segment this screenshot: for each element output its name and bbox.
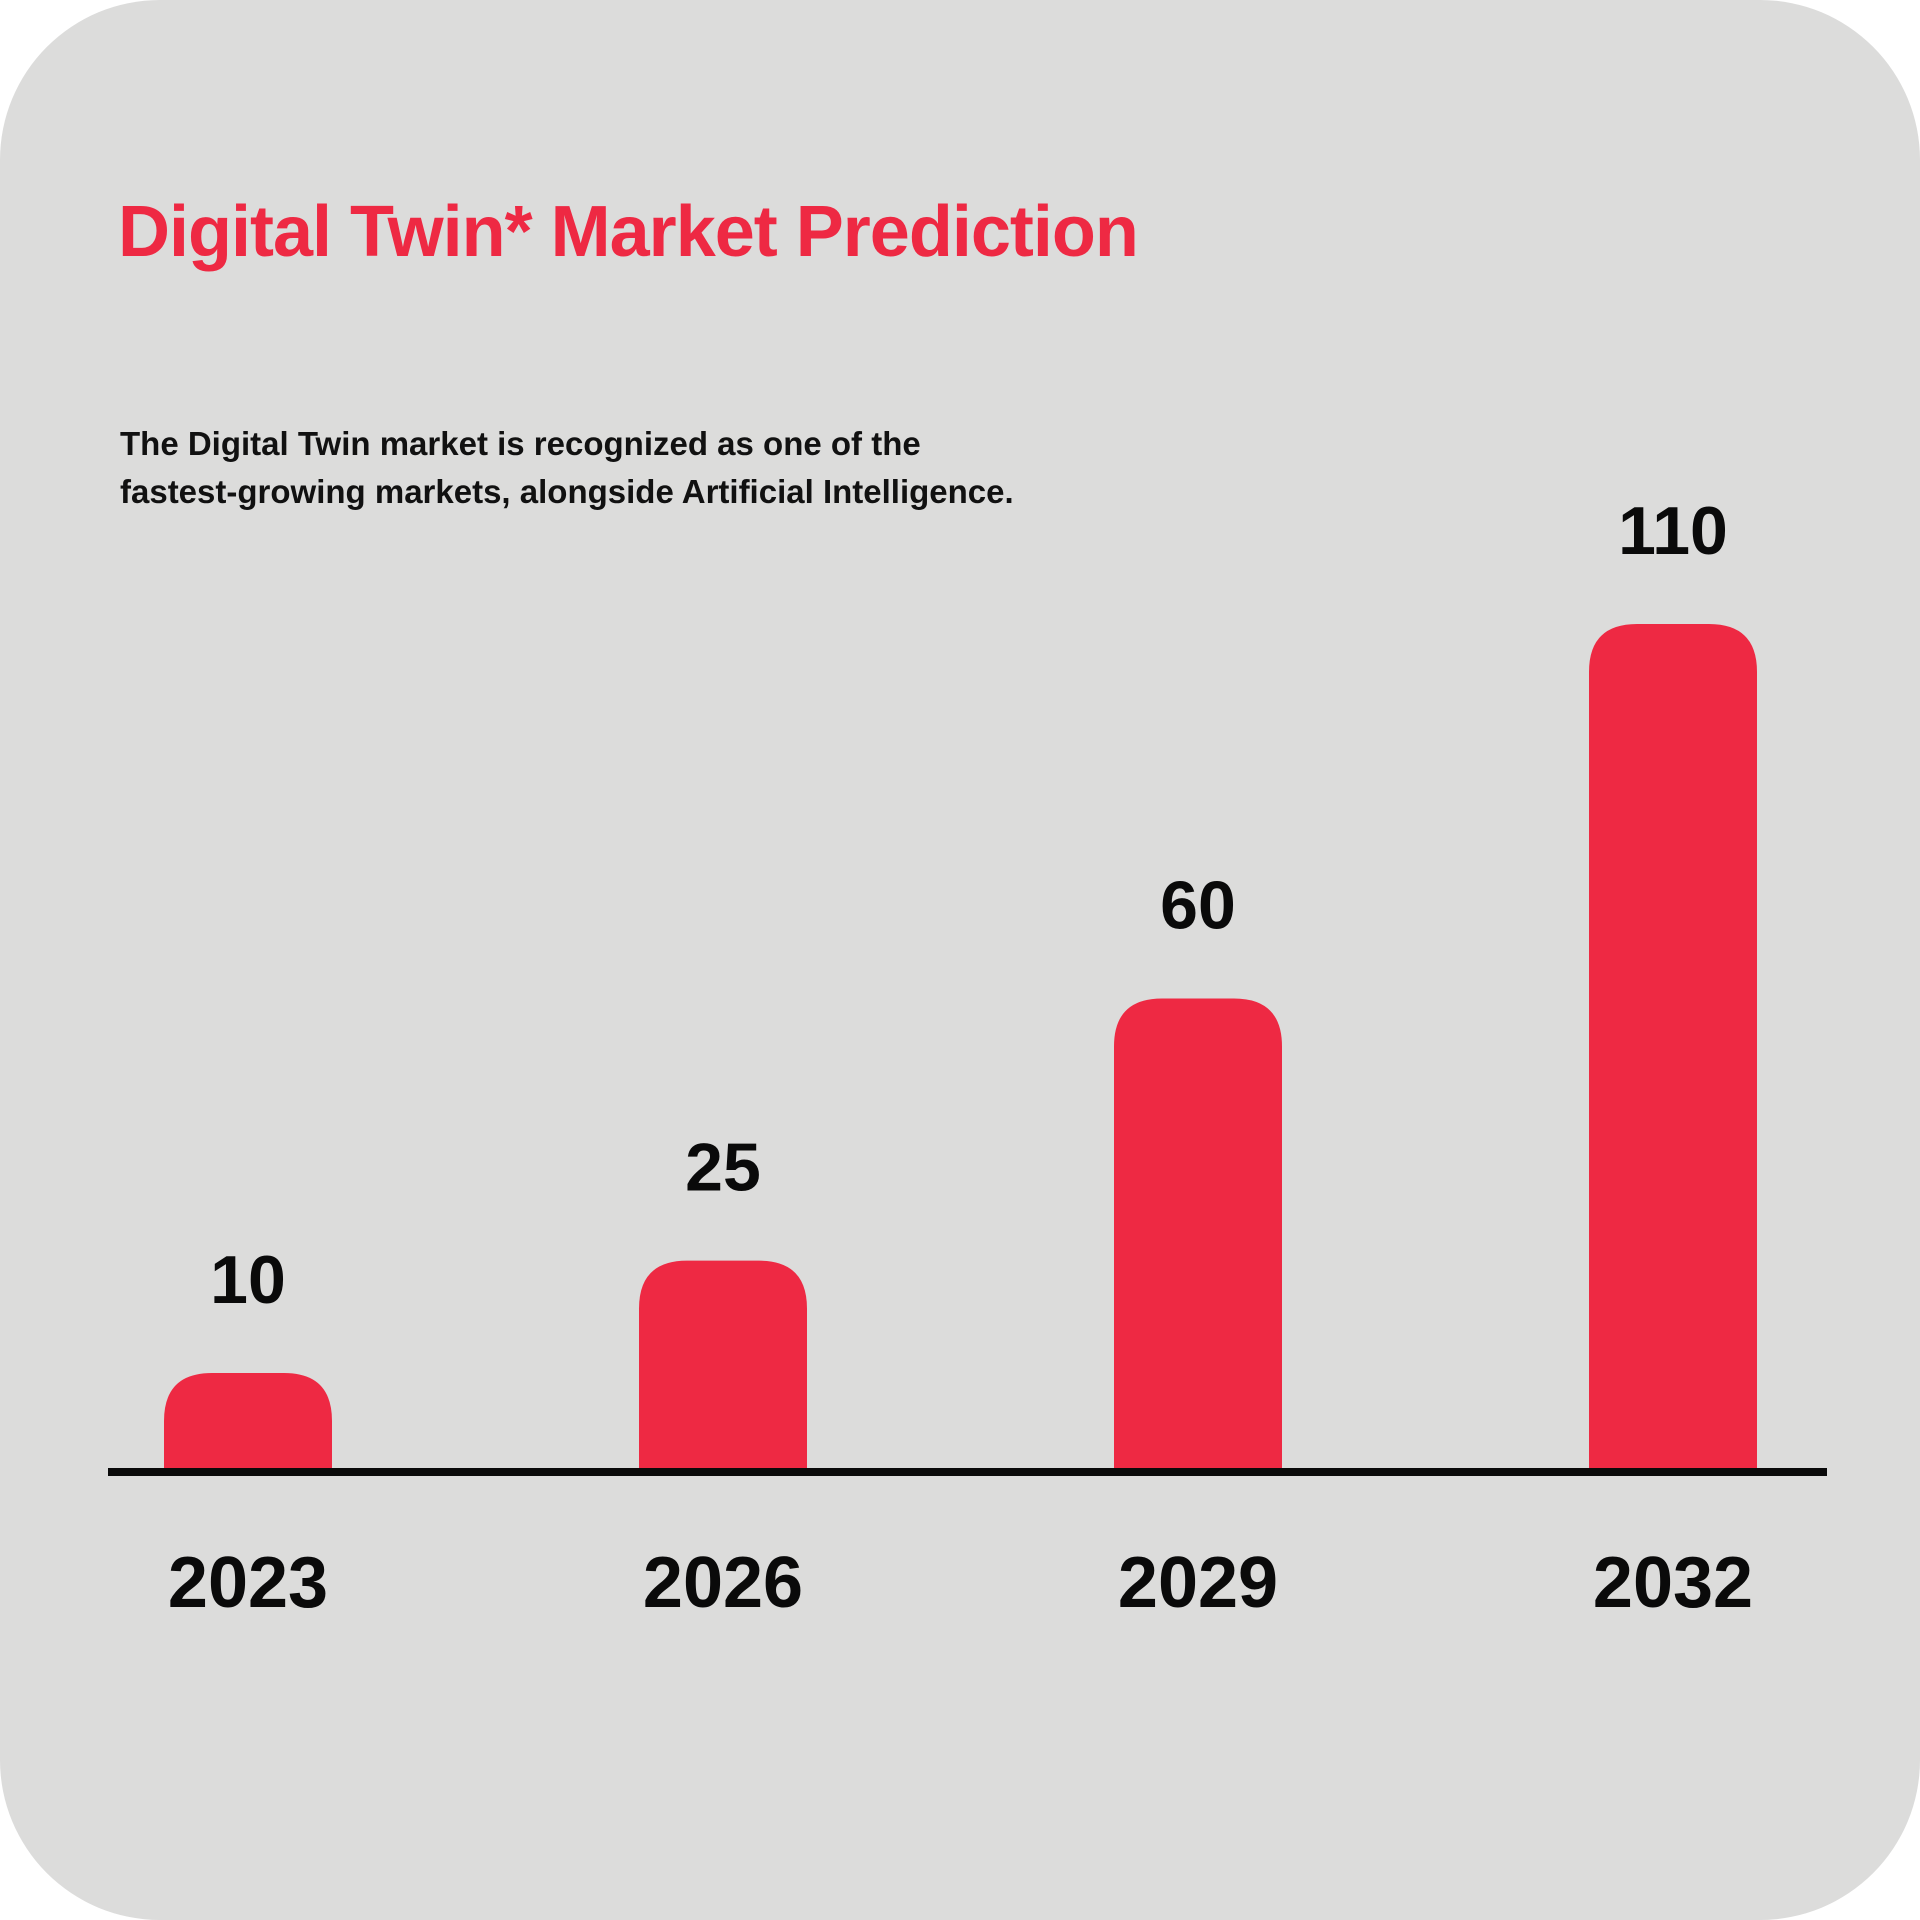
x-tick-label-2032: 2032 (1593, 1543, 1753, 1623)
bar-2032 (1589, 624, 1757, 1468)
value-label-2023: 10 (210, 1242, 286, 1318)
x-tick-label-2029: 2029 (1118, 1543, 1278, 1623)
value-label-2032: 110 (1618, 493, 1728, 569)
bars-group (164, 624, 1757, 1468)
x-tick-label-2026: 2026 (643, 1543, 803, 1623)
description-line-1: The Digital Twin market is recognized as… (120, 425, 921, 462)
chart-description: The Digital Twin market is recognized as… (120, 420, 1020, 516)
chart-title: Digital Twin* Market Prediction (118, 192, 1139, 272)
bar-2023 (164, 1373, 332, 1468)
bar-2026 (639, 1260, 807, 1468)
x-tick-label-2023: 2023 (168, 1543, 328, 1623)
description-line-2: fastest-growing markets, alongside Artif… (120, 473, 1014, 510)
labels-group: 10 2023 25 2026 60 2029 110 2032 (168, 493, 1753, 1623)
value-label-2029: 60 (1160, 868, 1236, 944)
value-label-2026: 25 (685, 1130, 761, 1206)
bar-2029 (1114, 998, 1282, 1468)
